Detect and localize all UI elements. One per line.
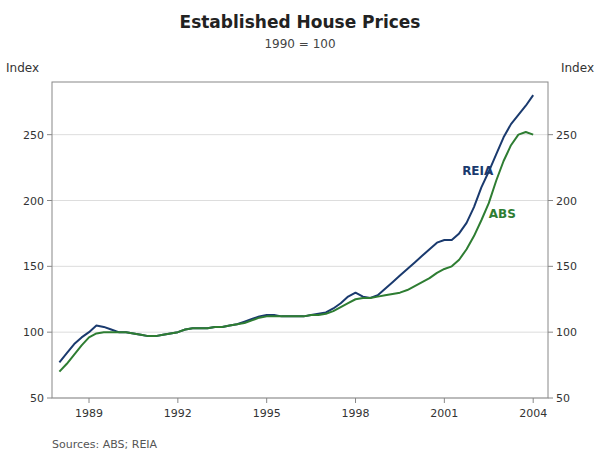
grid-line	[52, 200, 548, 201]
x-tick	[355, 398, 356, 403]
series-line	[59, 95, 533, 362]
series-label: ABS	[489, 207, 516, 221]
x-tick	[266, 398, 267, 403]
y-tick	[47, 398, 52, 399]
y-tick	[47, 134, 52, 135]
y-tick	[47, 266, 52, 267]
x-tick	[89, 398, 90, 403]
y2-tick-label: 200	[556, 195, 577, 208]
x-tick-label: 1992	[164, 407, 192, 420]
y2-tick	[548, 266, 553, 267]
x-tick-label: 1995	[253, 407, 281, 420]
grid-line	[52, 134, 548, 135]
x-tick	[177, 398, 178, 403]
y-tick-label: 200	[23, 195, 44, 208]
x-tick-label: 2001	[430, 407, 458, 420]
x-tick-label: 1989	[75, 407, 103, 420]
y-axis-label: Index	[6, 61, 39, 75]
plot-frame	[52, 82, 548, 398]
series-line	[59, 132, 533, 372]
y2-axis-label: Index	[561, 61, 594, 75]
y-tick	[47, 200, 52, 201]
grid	[52, 135, 548, 398]
plot-area	[59, 95, 533, 372]
y2-tick-label: 50	[556, 392, 570, 405]
source: Sources: ABS; REIA	[52, 438, 158, 451]
annotations: REIA ABS	[462, 164, 516, 221]
y2-tick	[548, 398, 553, 399]
y-tick-label: 150	[23, 260, 44, 273]
y2-tick-label: 100	[556, 326, 577, 339]
x-tick-label: 2004	[519, 407, 547, 420]
chart: Established House Prices 1990 = 100 Index I…	[0, 0, 600, 462]
series-label: REIA	[462, 164, 494, 178]
y2-tick	[548, 134, 553, 135]
y-tick-label: 100	[23, 326, 44, 339]
y-tick	[47, 332, 52, 333]
grid-line	[52, 266, 548, 267]
y2-tick-label: 250	[556, 129, 577, 142]
x-tick	[533, 398, 534, 403]
y-tick-label: 250	[23, 129, 44, 142]
y2-tick	[548, 332, 553, 333]
y-axis: 50 100 150 200 250	[23, 129, 52, 405]
y2-axis: 50 100 150 200 250	[548, 129, 577, 405]
subtitle: 1990 = 100	[264, 37, 335, 51]
x-axis: 1989 1992 1995 1998 2001 2004	[75, 398, 547, 420]
x-tick	[444, 398, 445, 403]
y2-tick-label: 150	[556, 260, 577, 273]
y2-tick	[548, 200, 553, 201]
y-tick-label: 50	[30, 392, 44, 405]
x-tick-label: 1998	[342, 407, 370, 420]
title: Established House Prices	[180, 12, 421, 32]
